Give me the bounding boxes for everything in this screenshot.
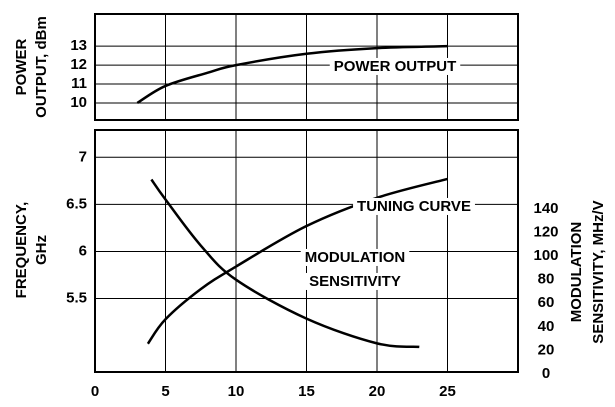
y2-tick-label: 40 [538, 318, 555, 335]
line [146, 177, 448, 345]
y2-tick-label: 60 [538, 294, 555, 311]
y2-tick-label: 80 [538, 271, 555, 288]
annotation: TUNING CURVE [357, 198, 471, 215]
x-tick-label: 0 [91, 383, 99, 400]
y-tick-label: 13 [70, 37, 87, 54]
y2-tick-label: 0 [542, 365, 550, 382]
annotation-bg [353, 197, 475, 215]
y-axis-title: POWER [13, 39, 30, 96]
y-tick-label: 6 [79, 242, 87, 259]
y-tick-label: 5.5 [66, 290, 87, 307]
annotation-bg [300, 248, 410, 266]
y-axis-title: FREQUENCY, [13, 202, 30, 299]
x-tick-label: 10 [228, 383, 245, 400]
x-tick-label: 25 [439, 383, 456, 400]
y-tick-label: 6.5 [66, 195, 87, 212]
y2-tick-label: 120 [533, 224, 558, 241]
annotation-bg [305, 272, 405, 290]
plot-frame [94, 129, 519, 373]
y-axis-title: GHz [33, 235, 50, 265]
plot-frame [94, 13, 519, 121]
y2-axis-title: MODULATION [568, 222, 585, 323]
y-axis-title: OUTPUT, dBm [33, 16, 50, 118]
y-tick-label: 11 [71, 75, 87, 92]
y2-tick-label: 20 [538, 341, 555, 358]
y2-tick-label: 140 [533, 200, 558, 217]
line [136, 44, 448, 105]
x-tick-label: 20 [369, 383, 386, 400]
annotation: SENSITIVITY [309, 273, 401, 290]
x-tick-label: 15 [298, 383, 315, 400]
y-tick-label: 12 [70, 56, 87, 73]
x-tick-label: 5 [161, 383, 169, 400]
y-tick-label: 7 [79, 148, 87, 165]
annotation-bg [329, 57, 461, 75]
y-tick-label: 10 [70, 94, 87, 111]
y2-axis-title: SENSITIVITY, MHz/V [590, 200, 607, 343]
annotation: POWER OUTPUT [334, 58, 457, 75]
annotation: MODULATION [305, 249, 406, 266]
line [150, 178, 420, 349]
y2-tick-label: 100 [533, 247, 558, 264]
